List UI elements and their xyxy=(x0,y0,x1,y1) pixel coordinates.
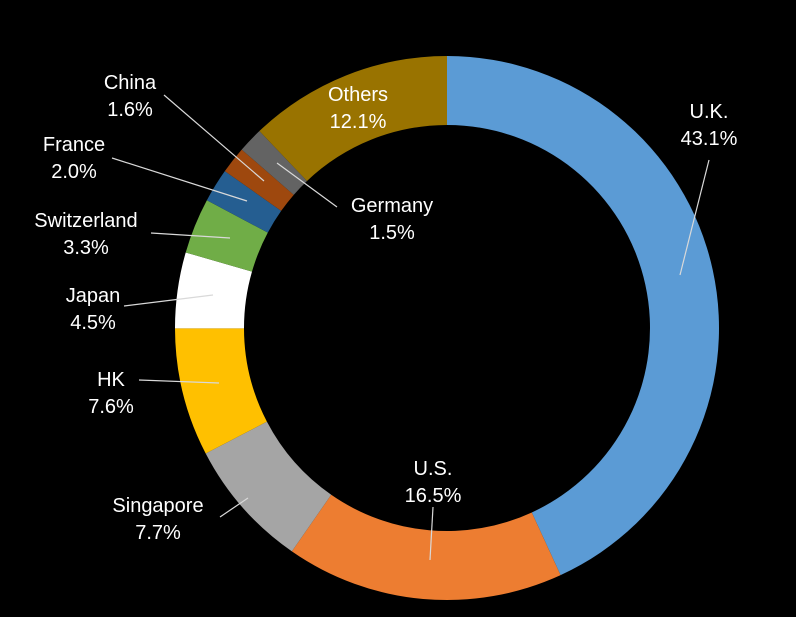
slice-singapore xyxy=(205,421,332,552)
label-name-switzerland: Switzerland xyxy=(34,210,137,232)
data-label-hk: HK 7.6% xyxy=(88,369,134,418)
leader-line-china xyxy=(163,94,265,182)
slice-u-k xyxy=(447,56,720,576)
label-value-germany: 1.5% xyxy=(369,222,415,244)
label-name-u-s: U.S. xyxy=(414,458,453,480)
leader-line-france xyxy=(111,157,248,202)
data-label-japan: Japan 4.5% xyxy=(66,285,121,334)
slice-germany xyxy=(241,131,307,195)
data-label-singapore: Singapore 7.7% xyxy=(112,495,203,544)
label-name-germany: Germany xyxy=(351,195,433,217)
leader-line-singapore xyxy=(219,497,249,518)
data-label-u-s: U.S. 16.5% xyxy=(405,458,462,507)
label-name-france: France xyxy=(43,134,105,156)
label-name-japan: Japan xyxy=(66,285,121,307)
label-value-singapore: 7.7% xyxy=(135,522,181,544)
label-name-china: China xyxy=(104,72,157,94)
data-label-france: France 2.0% xyxy=(43,134,105,183)
label-name-singapore: Singapore xyxy=(112,495,203,517)
label-value-others: 12.1% xyxy=(330,111,387,133)
leader-line-japan xyxy=(123,294,214,307)
data-label-others: Others 12.1% xyxy=(328,84,388,133)
leader-line-switzerland xyxy=(150,232,231,239)
label-value-france: 2.0% xyxy=(51,161,97,183)
leader-line-u-k xyxy=(679,159,710,276)
label-name-hk: HK xyxy=(97,369,125,391)
slice-switzerland xyxy=(185,200,268,272)
slices-layer xyxy=(175,55,720,600)
data-label-china: China 1.6% xyxy=(104,72,157,121)
label-value-u-s: 16.5% xyxy=(405,485,462,507)
slice-u-s xyxy=(291,494,561,600)
label-value-china: 1.6% xyxy=(107,99,153,121)
data-label-u-k: U.K. 43.1% xyxy=(681,101,738,150)
leader-line-germany xyxy=(276,162,338,208)
data-label-germany: Germany 1.5% xyxy=(351,195,433,244)
label-value-u-k: 43.1% xyxy=(681,128,738,150)
labels-layer: U.K. 43.1% U.S. 16.5% Singapore 7.7% HK 7.6% Jap… xyxy=(34,72,737,544)
slice-china xyxy=(224,149,294,211)
slice-france xyxy=(206,171,282,233)
leader-line-u-s xyxy=(429,506,434,561)
slice-hk xyxy=(175,328,267,454)
label-name-u-k: U.K. xyxy=(690,101,729,123)
label-name-others: Others xyxy=(328,84,388,106)
label-value-japan: 4.5% xyxy=(70,312,116,334)
label-value-hk: 7.6% xyxy=(88,396,134,418)
data-label-switzerland: Switzerland 3.3% xyxy=(34,210,137,259)
leader-lines-layer xyxy=(111,94,710,561)
label-value-switzerland: 3.3% xyxy=(63,237,109,259)
slice-others xyxy=(259,55,447,182)
slice-japan xyxy=(175,252,252,329)
leader-line-hk xyxy=(138,379,220,384)
